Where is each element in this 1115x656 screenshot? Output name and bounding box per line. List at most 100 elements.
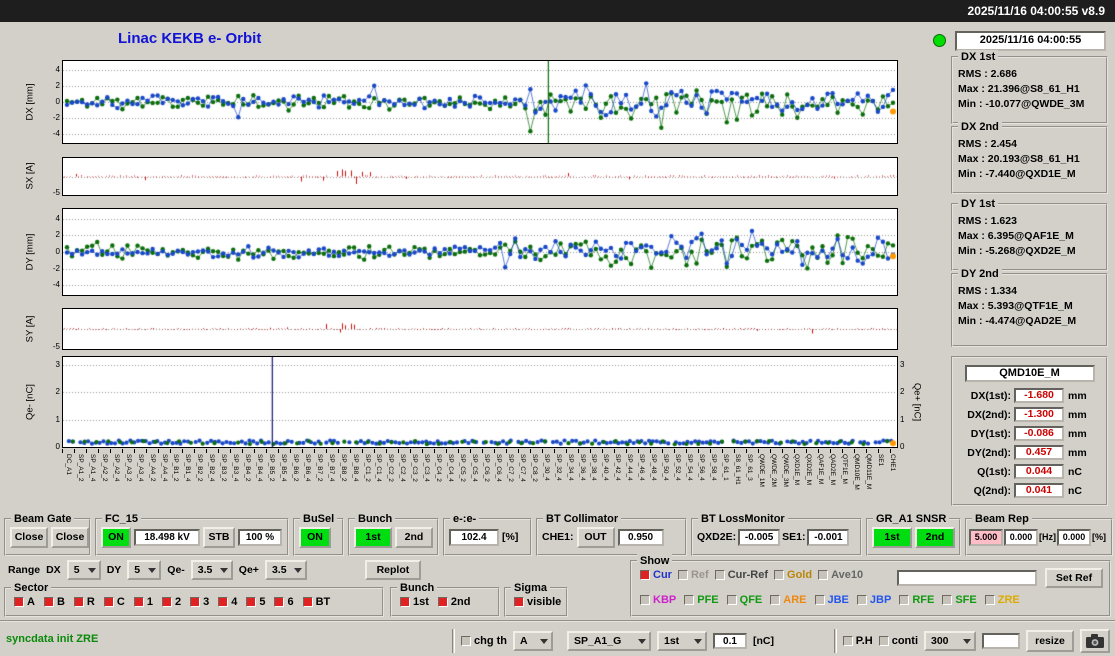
checkbox[interactable] bbox=[774, 570, 785, 580]
che1-label: CHE1: bbox=[542, 531, 574, 543]
checkbox[interactable] bbox=[461, 636, 471, 646]
checkbox[interactable] bbox=[942, 595, 953, 605]
range-dx-dropdown[interactable]: 5 bbox=[66, 560, 101, 580]
sector-checkbox-item[interactable]: 3 bbox=[190, 596, 209, 608]
checkbox[interactable] bbox=[43, 597, 54, 607]
fc15-stb-button[interactable]: STB bbox=[203, 526, 235, 548]
show-checkbox-item[interactable]: KBP bbox=[640, 594, 676, 606]
y-tick-label: -2 bbox=[52, 112, 60, 122]
sector-checkbox-item[interactable]: 2 bbox=[161, 596, 181, 608]
bunch-1st-button[interactable]: 1st bbox=[354, 526, 392, 548]
sector-checkbox-item[interactable]: 4 bbox=[218, 596, 237, 608]
checkbox[interactable] bbox=[218, 597, 229, 607]
busel-on-button[interactable]: ON bbox=[299, 526, 331, 548]
rep-count-dropdown[interactable]: 300 bbox=[924, 631, 976, 651]
show-checkbox-item[interactable]: Ref bbox=[677, 569, 709, 581]
checkbox[interactable] bbox=[246, 597, 257, 607]
sector-checkbox-item[interactable]: A bbox=[14, 596, 35, 608]
sector-checkbox-item[interactable]: 5 bbox=[246, 596, 265, 608]
beam-rep-hz-unit: [Hz] bbox=[1039, 532, 1056, 542]
sy-axis-label: SY [A] bbox=[24, 315, 36, 343]
checkbox[interactable] bbox=[133, 597, 144, 607]
show-checkbox-item[interactable]: ARE bbox=[770, 594, 807, 606]
sector-checkbox-item[interactable]: R bbox=[73, 596, 95, 608]
checkbox[interactable] bbox=[856, 595, 867, 605]
dropdown-value: SP_A1_G bbox=[574, 635, 622, 647]
checkbox[interactable] bbox=[103, 597, 114, 607]
gr-snsr-1st-button[interactable]: 1st bbox=[872, 526, 912, 548]
monitor-row-unit: nC bbox=[1068, 484, 1082, 497]
checkbox[interactable] bbox=[274, 597, 285, 607]
aux-input[interactable] bbox=[982, 633, 1020, 649]
range-dy-dropdown[interactable]: 5 bbox=[127, 560, 162, 580]
ph-checkbox-item[interactable]: P.H bbox=[842, 635, 873, 647]
checkbox[interactable] bbox=[190, 597, 201, 607]
set-ref-button[interactable]: Set Ref bbox=[1045, 568, 1103, 588]
beam-gate-close-button-2[interactable]: Close bbox=[51, 526, 89, 548]
checkbox[interactable] bbox=[514, 597, 524, 607]
checkbox[interactable] bbox=[818, 570, 829, 580]
checkbox[interactable] bbox=[640, 570, 650, 580]
x-axis-label: SP_B4_2 bbox=[244, 454, 252, 482]
mode-dropdown[interactable]: A bbox=[513, 631, 553, 651]
sector-checkbox-item[interactable]: BT bbox=[302, 596, 330, 608]
range-qem-dropdown[interactable]: 3.5 bbox=[190, 560, 233, 580]
checkbox[interactable] bbox=[878, 636, 889, 646]
ref-name-input[interactable] bbox=[897, 570, 1037, 586]
bunch-2nd-button[interactable]: 2nd bbox=[395, 526, 433, 548]
range-qep-dropdown[interactable]: 3.5 bbox=[264, 560, 307, 580]
replot-button[interactable]: Replot bbox=[364, 560, 421, 580]
sector-checkbox-item[interactable]: C bbox=[103, 596, 125, 608]
titlebar-clock: 2025/11/16 04:00:55 v8.9 bbox=[967, 4, 1105, 18]
bunch-checkbox-item[interactable]: 1st bbox=[400, 596, 429, 608]
checkbox[interactable] bbox=[302, 597, 313, 607]
checkbox[interactable] bbox=[161, 597, 172, 607]
chg-th-checkbox-item[interactable]: chg th bbox=[461, 635, 507, 647]
x-axis-label: SP_61_3 bbox=[745, 454, 753, 481]
beam-gate-close-button-1[interactable]: Close bbox=[10, 526, 48, 548]
sector-checkbox-item[interactable]: 1 bbox=[133, 596, 153, 608]
sector-checkbox-item[interactable]: 6 bbox=[274, 596, 294, 608]
x-axis-label: SP_36_4 bbox=[578, 454, 586, 481]
threshold-value: 0.1 bbox=[713, 633, 747, 649]
sector-checkbox-item[interactable]: B bbox=[43, 596, 65, 608]
bunch-dropdown[interactable]: 1st bbox=[657, 631, 707, 651]
show-checkbox-item[interactable]: RFE bbox=[899, 594, 934, 606]
show-checkbox-item[interactable]: Ave10 bbox=[818, 569, 863, 581]
checkbox[interactable] bbox=[726, 595, 737, 605]
checkbox[interactable] bbox=[814, 595, 825, 605]
checkbox-label: SFE bbox=[955, 594, 977, 606]
show-checkbox-item[interactable]: QFE bbox=[726, 594, 762, 606]
x-axis-label: QMD10E_M bbox=[853, 454, 861, 490]
resize-button[interactable]: resize bbox=[1026, 630, 1074, 652]
show-checkbox-item[interactable]: JBP bbox=[856, 594, 891, 606]
checkbox[interactable] bbox=[899, 595, 910, 605]
checkbox[interactable] bbox=[73, 597, 84, 607]
fc15-on-button[interactable]: ON bbox=[101, 526, 131, 548]
checkbox[interactable] bbox=[770, 595, 781, 605]
show-checkbox-item[interactable]: SFE bbox=[942, 594, 977, 606]
show-checkbox-item[interactable]: Gold bbox=[774, 569, 812, 581]
y-tick-label: -4 bbox=[52, 128, 60, 138]
checkbox[interactable] bbox=[842, 636, 853, 646]
checkbox[interactable] bbox=[684, 595, 695, 605]
sigma-checkbox-item[interactable]: visible bbox=[514, 596, 561, 608]
show-checkbox-item[interactable]: Cur bbox=[640, 569, 672, 581]
show-checkbox-item[interactable]: JBE bbox=[814, 594, 849, 606]
screenshot-button[interactable] bbox=[1080, 629, 1110, 653]
sp-device-dropdown[interactable]: SP_A1_G bbox=[567, 631, 651, 651]
gr-snsr-2nd-button[interactable]: 2nd bbox=[915, 526, 955, 548]
show-checkbox-item[interactable]: ZRE bbox=[984, 594, 1020, 606]
show-checkbox-item[interactable]: Cur-Ref bbox=[714, 569, 768, 581]
che1-out-button[interactable]: OUT bbox=[576, 526, 615, 548]
show-checkbox-item[interactable]: PFE bbox=[684, 594, 719, 606]
checkbox[interactable] bbox=[714, 570, 725, 580]
bunch-checkbox-item[interactable]: 2nd bbox=[437, 596, 470, 608]
checkbox[interactable] bbox=[677, 570, 688, 580]
checkbox[interactable] bbox=[437, 597, 448, 607]
conti-checkbox-item[interactable]: conti bbox=[878, 635, 918, 647]
checkbox[interactable] bbox=[640, 595, 650, 605]
checkbox[interactable] bbox=[14, 597, 24, 607]
checkbox[interactable] bbox=[400, 597, 410, 607]
checkbox[interactable] bbox=[984, 595, 995, 605]
